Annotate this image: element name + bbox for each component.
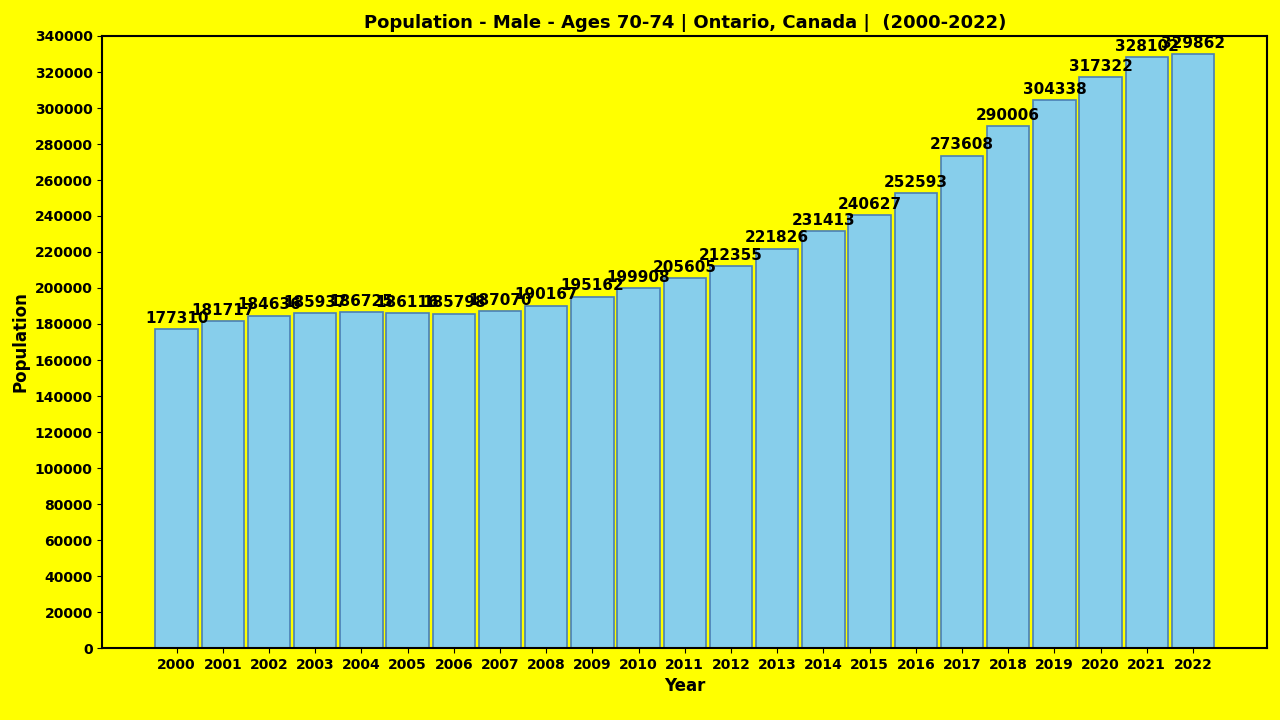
Text: 317322: 317322 — [1069, 58, 1133, 73]
Bar — [479, 311, 521, 648]
Text: 240627: 240627 — [837, 197, 901, 212]
Text: 185798: 185798 — [422, 295, 485, 310]
Text: 187070: 187070 — [468, 293, 531, 308]
Text: 221826: 221826 — [745, 230, 809, 246]
Bar — [387, 313, 429, 648]
Text: 329862: 329862 — [1161, 36, 1225, 51]
Text: 195162: 195162 — [561, 279, 625, 294]
Text: 181717: 181717 — [191, 302, 255, 318]
Bar — [895, 194, 937, 648]
Bar — [663, 278, 707, 648]
Bar — [248, 315, 291, 648]
Bar — [709, 266, 753, 648]
Bar — [987, 126, 1029, 648]
Text: 177310: 177310 — [145, 310, 209, 325]
Text: 231413: 231413 — [791, 213, 855, 228]
Text: 186725: 186725 — [329, 294, 393, 309]
Text: 199908: 199908 — [607, 270, 671, 285]
Text: 304338: 304338 — [1023, 82, 1087, 97]
Text: 328102: 328102 — [1115, 39, 1179, 54]
Bar — [849, 215, 891, 648]
Text: 212355: 212355 — [699, 248, 763, 263]
Bar — [803, 231, 845, 648]
Title: Population - Male - Ages 70-74 | Ontario, Canada |  (2000-2022): Population - Male - Ages 70-74 | Ontario… — [364, 14, 1006, 32]
Bar — [433, 314, 475, 648]
Text: 290006: 290006 — [977, 108, 1041, 122]
Bar — [294, 313, 337, 648]
X-axis label: Year: Year — [664, 678, 705, 696]
Text: 184636: 184636 — [237, 297, 301, 312]
Bar — [1033, 100, 1075, 648]
Bar — [1125, 58, 1169, 648]
Text: 205605: 205605 — [653, 260, 717, 274]
Bar — [571, 297, 613, 648]
Bar — [756, 248, 799, 648]
Bar — [525, 306, 567, 648]
Text: 190167: 190167 — [515, 287, 579, 302]
Bar — [1171, 54, 1215, 648]
Text: 252593: 252593 — [883, 175, 947, 190]
Bar — [340, 312, 383, 648]
Text: 273608: 273608 — [931, 138, 995, 152]
Text: 185937: 185937 — [283, 295, 347, 310]
Bar — [617, 288, 660, 648]
Bar — [201, 321, 244, 648]
Text: 186116: 186116 — [376, 294, 439, 310]
Bar — [1079, 77, 1121, 648]
Bar — [941, 156, 983, 648]
Y-axis label: Population: Population — [12, 292, 29, 392]
Bar — [155, 329, 198, 648]
